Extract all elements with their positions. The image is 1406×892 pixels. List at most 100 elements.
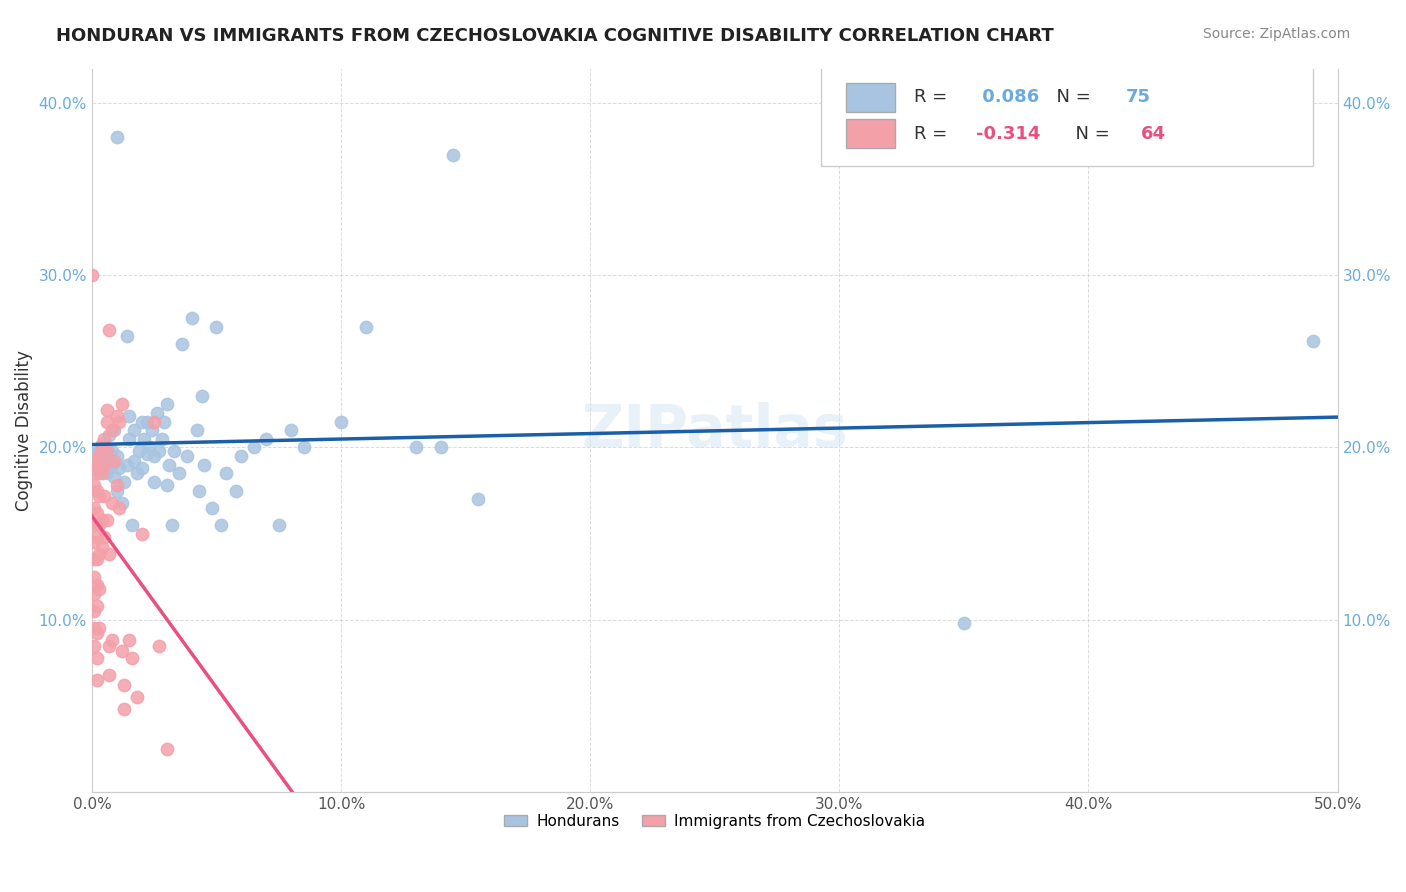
Text: N =: N = bbox=[1045, 88, 1097, 106]
Text: HONDURAN VS IMMIGRANTS FROM CZECHOSLOVAKIA COGNITIVE DISABILITY CORRELATION CHAR: HONDURAN VS IMMIGRANTS FROM CZECHOSLOVAK… bbox=[56, 27, 1054, 45]
Point bbox=[131, 415, 153, 429]
Point bbox=[96, 402, 118, 417]
Point bbox=[188, 483, 211, 498]
Point bbox=[441, 147, 464, 161]
Point bbox=[131, 461, 153, 475]
Point bbox=[429, 441, 451, 455]
Point bbox=[156, 742, 179, 756]
Point bbox=[108, 461, 131, 475]
Point bbox=[145, 406, 167, 420]
Point bbox=[103, 469, 125, 483]
Point bbox=[105, 483, 128, 498]
Point bbox=[111, 495, 134, 509]
Point bbox=[86, 650, 108, 665]
Point bbox=[98, 639, 121, 653]
Point bbox=[354, 319, 377, 334]
Point bbox=[83, 621, 105, 635]
Point bbox=[101, 633, 124, 648]
Point bbox=[90, 441, 112, 455]
Point bbox=[83, 478, 105, 492]
Point bbox=[83, 569, 105, 583]
Point bbox=[86, 552, 108, 566]
Point bbox=[96, 467, 118, 481]
Point bbox=[215, 467, 238, 481]
Point bbox=[131, 526, 153, 541]
Point bbox=[89, 467, 111, 481]
Point bbox=[86, 530, 108, 544]
Point bbox=[225, 483, 247, 498]
Point bbox=[150, 432, 173, 446]
Text: 75: 75 bbox=[1126, 88, 1152, 106]
Point bbox=[180, 311, 202, 326]
Point bbox=[89, 547, 111, 561]
Point bbox=[98, 428, 121, 442]
Point bbox=[118, 409, 141, 424]
FancyBboxPatch shape bbox=[845, 83, 896, 112]
Point bbox=[90, 449, 112, 463]
Point bbox=[103, 454, 125, 468]
Point bbox=[280, 423, 302, 437]
Point bbox=[138, 441, 160, 455]
Point bbox=[118, 432, 141, 446]
Point bbox=[243, 441, 266, 455]
Point bbox=[89, 489, 111, 503]
Point bbox=[153, 415, 176, 429]
Text: 0.086: 0.086 bbox=[976, 88, 1039, 106]
Point bbox=[105, 478, 128, 492]
Point bbox=[108, 500, 131, 515]
Point bbox=[93, 456, 115, 470]
Point bbox=[86, 673, 108, 687]
Point bbox=[121, 650, 143, 665]
Point bbox=[83, 535, 105, 549]
Point bbox=[135, 415, 157, 429]
Point bbox=[115, 328, 138, 343]
Point bbox=[80, 268, 103, 283]
Point bbox=[125, 690, 148, 705]
Point bbox=[105, 130, 128, 145]
Point bbox=[170, 337, 193, 351]
Point bbox=[89, 449, 111, 463]
Point bbox=[121, 518, 143, 533]
Point bbox=[167, 467, 190, 481]
Point bbox=[83, 467, 105, 481]
Point bbox=[98, 668, 121, 682]
Point bbox=[89, 518, 111, 533]
Point bbox=[405, 441, 427, 455]
Point bbox=[93, 458, 115, 472]
Point bbox=[83, 604, 105, 618]
Point bbox=[103, 423, 125, 437]
Point bbox=[90, 513, 112, 527]
Point bbox=[86, 452, 108, 467]
Point bbox=[122, 454, 145, 468]
Point bbox=[101, 423, 124, 437]
Point bbox=[101, 495, 124, 509]
Text: ZIPatlas: ZIPatlas bbox=[582, 401, 848, 458]
Point bbox=[90, 541, 112, 555]
Point bbox=[211, 518, 233, 533]
Y-axis label: Cognitive Disability: Cognitive Disability bbox=[15, 350, 32, 511]
Text: 64: 64 bbox=[1140, 125, 1166, 143]
Point bbox=[89, 621, 111, 635]
Point bbox=[200, 500, 222, 515]
Point bbox=[86, 599, 108, 613]
Point bbox=[141, 423, 163, 437]
Point bbox=[231, 449, 253, 463]
Point bbox=[98, 323, 121, 337]
Point bbox=[143, 449, 166, 463]
Point bbox=[108, 415, 131, 429]
Text: -0.314: -0.314 bbox=[976, 125, 1040, 143]
Point bbox=[148, 444, 170, 458]
Point bbox=[112, 678, 135, 692]
Point bbox=[83, 500, 105, 515]
Point bbox=[148, 639, 170, 653]
Legend: Hondurans, Immigrants from Czechoslovakia: Hondurans, Immigrants from Czechoslovaki… bbox=[498, 808, 932, 835]
Point bbox=[143, 475, 166, 489]
Point bbox=[156, 478, 179, 492]
Point bbox=[96, 444, 118, 458]
Text: R =: R = bbox=[914, 88, 953, 106]
Point bbox=[112, 475, 135, 489]
Point bbox=[86, 578, 108, 592]
Text: R =: R = bbox=[914, 125, 953, 143]
Point bbox=[83, 518, 105, 533]
Point bbox=[111, 397, 134, 411]
